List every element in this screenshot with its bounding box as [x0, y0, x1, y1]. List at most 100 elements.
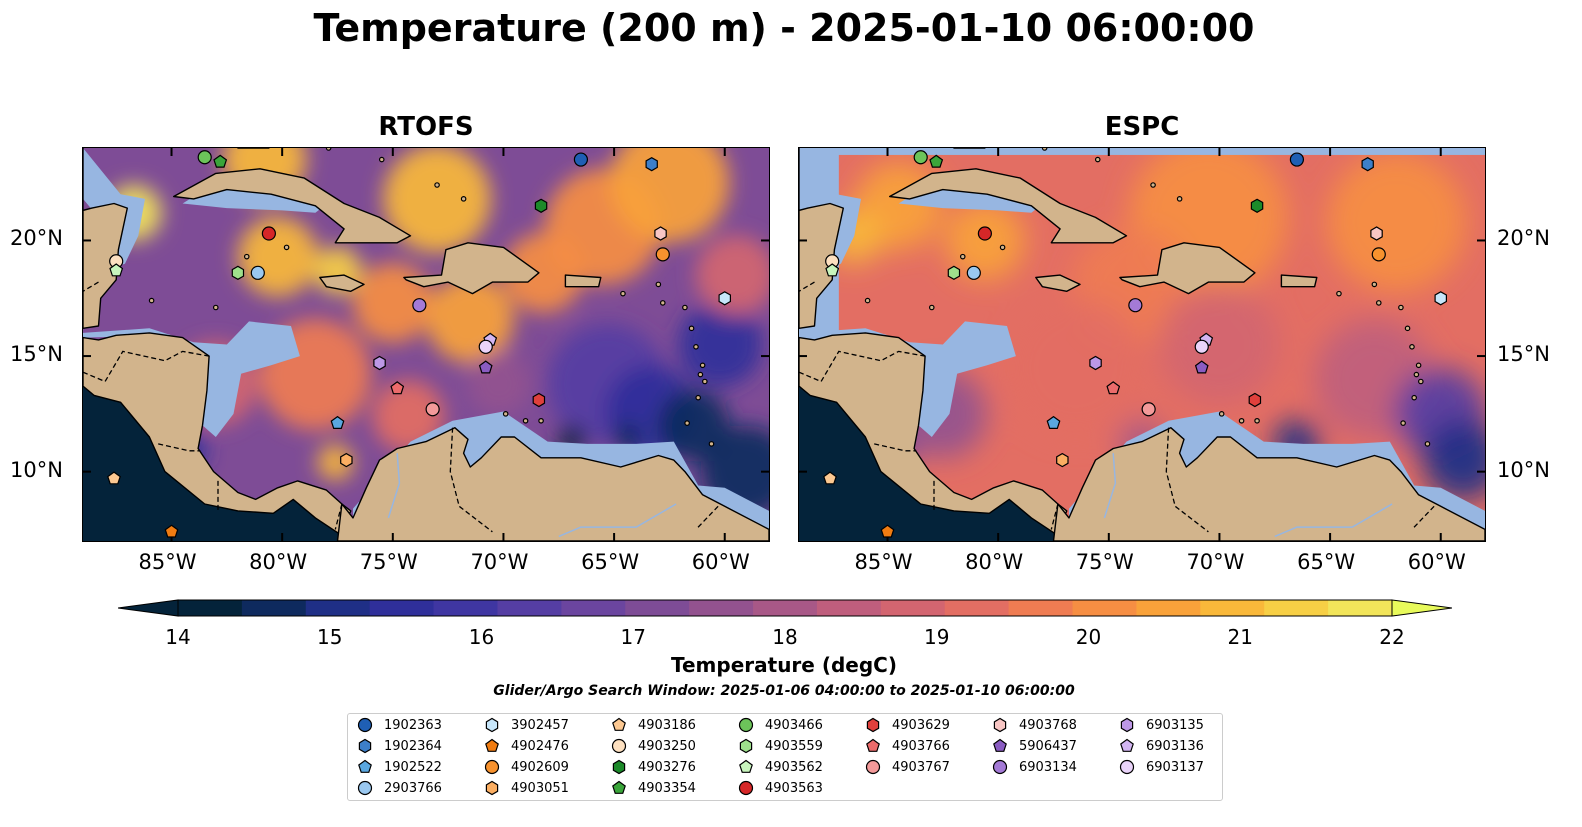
- lon-tick-label: 85°W: [138, 550, 197, 574]
- float-marker-4903563: [977, 226, 992, 241]
- colorbar-tick-label: 17: [620, 625, 646, 649]
- lon-tick-label: 70°W: [1186, 550, 1245, 574]
- legend-label: 2903766: [384, 780, 442, 796]
- float-marker-5906437: [478, 360, 493, 374]
- float-marker-1902364: [645, 157, 658, 172]
- legend-marker-6903136: [1120, 738, 1134, 752]
- legend-item: 4903559: [737, 736, 823, 756]
- float-marker-4903562: [109, 263, 124, 277]
- pentagon-marker-icon: [485, 738, 499, 752]
- legend-label: 1902522: [384, 759, 442, 775]
- lon-tick-label: 85°W: [854, 550, 913, 574]
- colorbar-tick-label: 22: [1379, 625, 1405, 649]
- float-marker-6903135: [1089, 355, 1102, 371]
- legend-item: 4903051: [483, 778, 569, 798]
- pacific-deep: [83, 381, 340, 541]
- colorbar-segment: [625, 600, 690, 616]
- circle-marker-icon: [357, 717, 373, 733]
- hexagon-marker-icon: [358, 738, 372, 754]
- legend-item: 4903767: [864, 757, 950, 777]
- legend-label: 4903559: [765, 738, 823, 754]
- colorbar-segment: [816, 600, 882, 616]
- colorbar-segment: [1200, 600, 1265, 616]
- float-marker-3902457: [718, 291, 732, 306]
- legend-item: 3902457: [483, 715, 569, 735]
- legend-label: 1902363: [384, 717, 442, 733]
- legend-marker-6903137: [1119, 759, 1135, 775]
- legend-marker-4903766: [866, 738, 880, 752]
- float-marker-6903137: [478, 339, 493, 354]
- circle-marker-icon: [738, 717, 754, 733]
- lat-tick-label-left: 20°N: [10, 226, 63, 251]
- legend-item: 1902364: [356, 736, 442, 756]
- pentagon-marker-icon: [612, 717, 626, 731]
- legend-marker-6903135: [1120, 717, 1134, 733]
- float-marker-1902363: [573, 152, 589, 167]
- lat-tick-label-right: 20°N: [1497, 226, 1550, 251]
- colorbar-segment: [433, 600, 498, 616]
- legend-item: 1902522: [356, 757, 442, 777]
- lon-tick-label: 80°W: [965, 550, 1024, 574]
- legend-label: 6903137: [1146, 759, 1204, 775]
- legend-marker-6903134: [992, 759, 1008, 775]
- colorbar-segment: [1136, 600, 1201, 616]
- hexagon-marker-icon: [612, 759, 626, 775]
- legend-marker-4903629: [866, 717, 880, 733]
- legend-marker-4903354: [612, 780, 626, 794]
- colorbar-tick-label: 15: [317, 625, 343, 649]
- legend-item: 6903135: [1118, 715, 1204, 735]
- legend-label: 4903250: [638, 738, 696, 754]
- float-marker-4903629: [1248, 392, 1262, 408]
- pentagon-marker-icon: [1120, 738, 1134, 752]
- legend-item: 4903250: [610, 736, 696, 756]
- legend-marker-1902363: [357, 717, 373, 733]
- float-marker-4903051: [1056, 452, 1069, 468]
- country-borders: [83, 281, 719, 538]
- colorbar-segment: [497, 600, 562, 616]
- float-marker-4903767: [1141, 402, 1156, 417]
- colorbar-tick-label: 18: [772, 625, 798, 649]
- float-marker-3902457: [1434, 291, 1448, 306]
- lon-tick-label: 75°W: [1075, 550, 1134, 574]
- float-marker-1902364: [1361, 157, 1374, 172]
- hexagon-marker-icon: [485, 780, 499, 796]
- legend-label: 6903134: [1019, 759, 1077, 775]
- colorbar-tick-label: 14: [165, 625, 191, 649]
- float-marker-6903137: [1194, 339, 1209, 354]
- legend-marker-4903767: [865, 759, 881, 775]
- colorbar-tick-label: 16: [468, 625, 495, 649]
- colorbar-tick-label: 21: [1227, 625, 1253, 649]
- circle-marker-icon: [865, 759, 881, 775]
- legend-item: 4903563: [737, 778, 823, 798]
- colorbar-tick-label: 20: [1075, 625, 1102, 649]
- legend-label: 4903562: [765, 759, 823, 775]
- legend-item: 6903134: [991, 757, 1077, 777]
- legend-item: 5906437: [991, 736, 1077, 756]
- float-marker-4903629: [532, 392, 546, 408]
- legend-label: 1902364: [384, 738, 442, 754]
- float-marker-1902522: [1046, 415, 1061, 429]
- hexagon-marker-icon: [1120, 717, 1134, 733]
- legend-label: 4903051: [511, 780, 569, 796]
- float-marker-4903354: [929, 154, 944, 168]
- legend-item: 4903768: [991, 715, 1077, 735]
- legend-item: 4903354: [610, 778, 696, 798]
- legend-marker-3902457: [485, 717, 499, 733]
- hexagon-marker-icon: [739, 738, 753, 754]
- lon-tick-label: 70°W: [470, 550, 529, 574]
- pacific-deep: [799, 381, 1056, 541]
- colorbar-segment: [880, 600, 946, 616]
- rtofs-map: [82, 147, 770, 542]
- legend-item: 4903562: [737, 757, 823, 777]
- lon-tick-label: 65°W: [1297, 550, 1356, 574]
- float-marker-6903134: [412, 298, 427, 313]
- lon-tick-label: 80°W: [249, 550, 308, 574]
- float-marker-1902363: [1289, 152, 1305, 167]
- float-marker-4903767: [425, 402, 440, 417]
- lon-tick-label: 60°W: [691, 550, 750, 574]
- legend-label: 4903276: [638, 759, 696, 775]
- figure-title: Temperature (200 m) - 2025-01-10 06:00:0…: [313, 6, 1255, 50]
- country-borders: [799, 281, 1435, 538]
- float-markers: [107, 150, 732, 538]
- circle-marker-icon: [357, 780, 373, 796]
